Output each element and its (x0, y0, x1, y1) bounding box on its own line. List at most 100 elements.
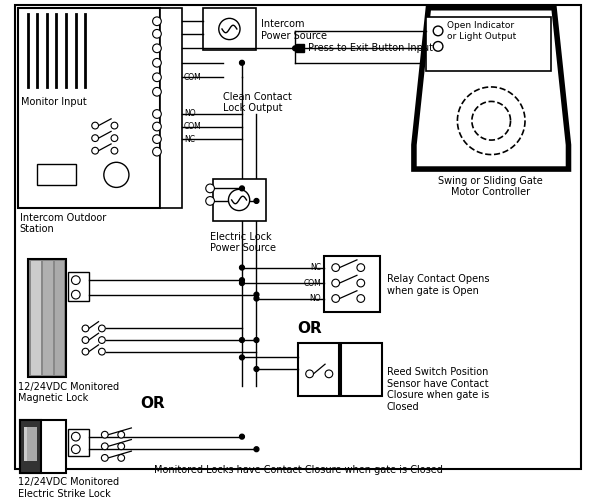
Circle shape (101, 443, 108, 450)
Circle shape (98, 336, 105, 344)
Bar (160, 8, 182, 207)
Bar (68, 272, 89, 302)
Bar (213, 178, 266, 221)
Bar (20, 420, 41, 474)
Bar (26, 427, 37, 461)
Circle shape (254, 198, 259, 203)
Text: Swing or Sliding Gate
Motor Controller: Swing or Sliding Gate Motor Controller (438, 176, 542, 198)
Circle shape (153, 122, 162, 131)
Circle shape (111, 122, 118, 129)
Bar (203, 8, 256, 50)
Circle shape (82, 348, 89, 355)
Circle shape (153, 88, 162, 96)
Circle shape (254, 292, 259, 297)
Bar (27, 259, 66, 377)
Circle shape (82, 336, 89, 344)
Polygon shape (414, 8, 569, 169)
Circle shape (153, 44, 162, 52)
Text: 12/24VDC Monitored
Electric Strike Lock: 12/24VDC Monitored Electric Strike Lock (18, 477, 119, 499)
Text: NO: NO (184, 110, 195, 118)
Circle shape (101, 454, 108, 462)
Circle shape (228, 190, 250, 210)
Circle shape (240, 186, 244, 191)
Circle shape (325, 370, 333, 378)
Text: Open Indicator
or Light Output: Open Indicator or Light Output (447, 21, 516, 40)
Circle shape (357, 294, 365, 302)
Circle shape (118, 454, 125, 462)
Circle shape (240, 265, 244, 270)
Text: COM: COM (303, 278, 321, 287)
Circle shape (332, 294, 340, 302)
Circle shape (153, 148, 162, 156)
Bar (68, 429, 89, 456)
Circle shape (433, 42, 443, 51)
Circle shape (254, 296, 259, 301)
Circle shape (254, 447, 259, 452)
Bar (43, 261, 52, 375)
Bar (37, 164, 76, 186)
Text: NO: NO (309, 294, 321, 303)
Circle shape (254, 338, 259, 342)
Text: Monitored Locks have Contact Closure when gate is Closed: Monitored Locks have Contact Closure whe… (154, 466, 442, 475)
Text: OR: OR (297, 321, 322, 336)
Circle shape (153, 58, 162, 67)
Circle shape (118, 443, 125, 450)
Circle shape (240, 60, 244, 65)
Circle shape (92, 122, 98, 129)
Circle shape (240, 434, 244, 439)
Circle shape (92, 135, 98, 141)
Text: 12/24VDC Monitored
Magnetic Lock: 12/24VDC Monitored Magnetic Lock (18, 382, 119, 403)
Text: COM: COM (184, 122, 202, 131)
Circle shape (332, 264, 340, 272)
Circle shape (357, 264, 365, 272)
Text: NC: NC (184, 134, 195, 143)
Bar (298, 343, 339, 396)
Text: Monitor Input: Monitor Input (21, 96, 86, 106)
Circle shape (153, 135, 162, 143)
Polygon shape (296, 44, 304, 52)
Circle shape (240, 338, 244, 342)
Circle shape (72, 290, 80, 299)
Circle shape (240, 355, 244, 360)
Circle shape (101, 432, 108, 438)
Text: Reed Switch Position
Sensor have Contact
Closure when gate is
Closed: Reed Switch Position Sensor have Contact… (387, 367, 489, 412)
Text: COM: COM (184, 73, 202, 82)
Circle shape (240, 280, 244, 285)
Text: Intercom Outdoor
Station: Intercom Outdoor Station (20, 212, 106, 234)
Circle shape (254, 366, 259, 372)
Bar (342, 343, 382, 396)
Circle shape (104, 162, 129, 188)
Circle shape (72, 276, 80, 284)
Circle shape (240, 278, 244, 282)
Circle shape (98, 325, 105, 332)
Text: NC: NC (310, 263, 321, 272)
Bar (20, 420, 66, 474)
Bar (18, 8, 160, 207)
Circle shape (153, 110, 162, 118)
Circle shape (206, 184, 215, 192)
Bar (426, 18, 551, 70)
Circle shape (293, 46, 297, 50)
Circle shape (153, 17, 162, 25)
Circle shape (98, 348, 105, 355)
Circle shape (72, 432, 80, 441)
Text: Intercom
Power Source: Intercom Power Source (261, 20, 327, 41)
Circle shape (332, 279, 340, 287)
Text: Clean Contact
Lock Output: Clean Contact Lock Output (223, 92, 291, 114)
Circle shape (357, 279, 365, 287)
Circle shape (153, 73, 162, 82)
Circle shape (219, 18, 240, 40)
Bar (32, 261, 41, 375)
Circle shape (118, 432, 125, 438)
Bar (55, 261, 64, 375)
Bar (24, 427, 27, 461)
Circle shape (206, 196, 215, 205)
Circle shape (111, 148, 118, 154)
Bar (324, 256, 380, 312)
Circle shape (433, 26, 443, 36)
Circle shape (153, 30, 162, 38)
Circle shape (92, 148, 98, 154)
Text: Relay Contact Opens
when gate is Open: Relay Contact Opens when gate is Open (387, 274, 489, 296)
Circle shape (306, 370, 313, 378)
Text: OR: OR (141, 396, 166, 411)
